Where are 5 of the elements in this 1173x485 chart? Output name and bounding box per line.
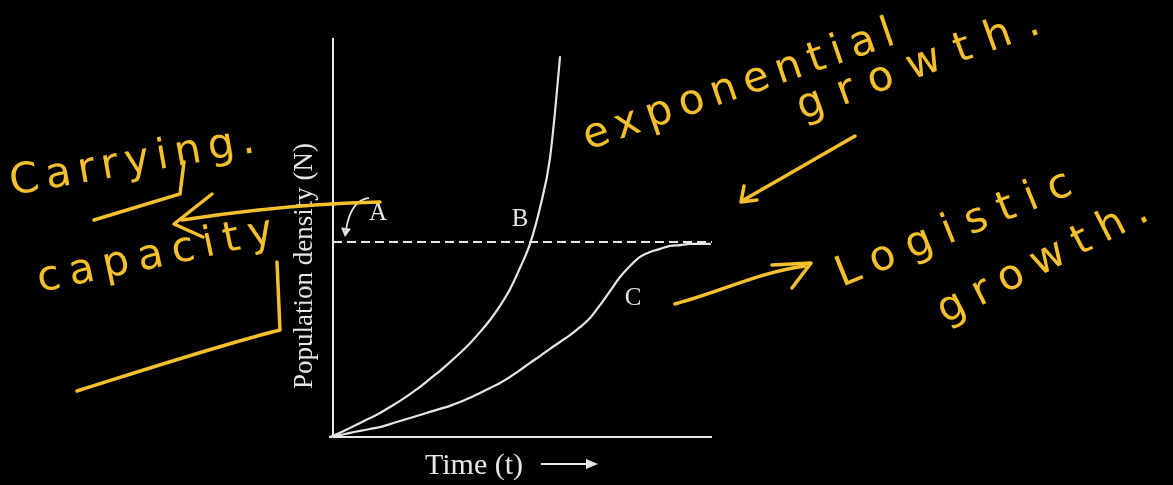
x-axis-title: Time (t) bbox=[424, 447, 524, 481]
text: Carrying. capacity bbox=[5, 112, 286, 302]
series-label: B bbox=[511, 204, 529, 232]
legend-label: A bbox=[368, 197, 388, 225]
series-label: C bbox=[624, 282, 642, 310]
